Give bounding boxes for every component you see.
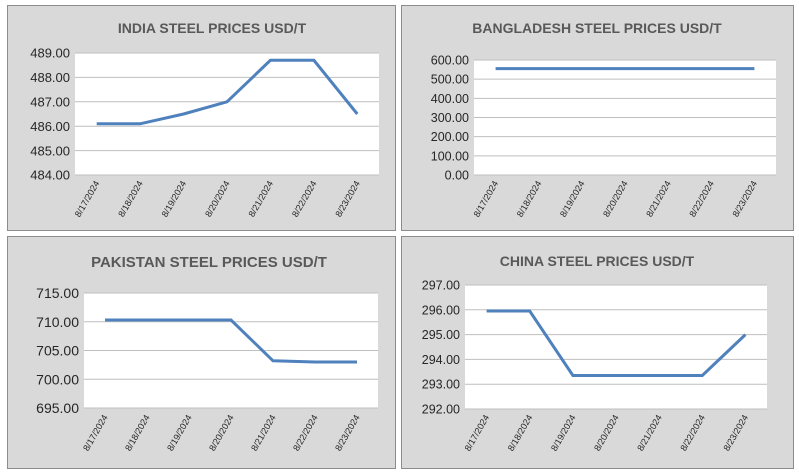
plot-area	[465, 285, 767, 409]
x-tick-label: 8/19/2024	[160, 179, 189, 219]
x-tick-label: 8/23/2024	[721, 413, 750, 453]
china-series-line	[486, 309, 747, 377]
x-tick-label: 8/23/2024	[333, 179, 362, 219]
x-tick-labels: 8/17/2024 8/18/2024 8/19/2024 8/20/2024 8/21…	[81, 413, 362, 453]
x-tick-label: 8/23/2024	[730, 179, 759, 219]
y-tick-label: 484.00	[30, 168, 70, 183]
chart-title: INDIA STEEL PRICES USD/T	[118, 20, 307, 36]
y-tick-label: 100.00	[431, 149, 469, 163]
y-tick-label: 700.00	[36, 371, 79, 387]
y-tick-label: 200.00	[431, 130, 469, 144]
x-tick-label: 8/23/2024	[333, 413, 362, 453]
y-gridlines	[474, 59, 776, 176]
y-tick-label: 400.00	[431, 92, 469, 106]
x-tick-labels: 8/17/2024 8/18/2024 8/19/2024 8/20/2024 8/21…	[463, 413, 751, 453]
x-tick-label: 8/17/2024	[73, 179, 102, 219]
x-tick-label: 8/17/2024	[81, 413, 110, 453]
y-tick-label: 705.00	[36, 343, 79, 359]
y-tick-label: 295.00	[422, 328, 460, 342]
x-tick-label: 8/19/2024	[165, 413, 194, 453]
y-tick-label: 488.00	[30, 70, 70, 85]
india-chart-panel: INDIA STEEL PRICES USD/T 489.00 488.00 487…	[7, 5, 396, 231]
x-tick-label: 8/21/2024	[249, 413, 278, 453]
y-tick-label: 297.00	[422, 279, 460, 293]
x-tick-label: 8/22/2024	[687, 179, 716, 219]
y-tick-label: 485.00	[30, 143, 70, 158]
x-tick-label: 8/22/2024	[290, 179, 319, 219]
y-tick-label: 486.00	[30, 119, 70, 134]
y-gridlines	[465, 284, 767, 410]
y-tick-labels: 600.00 500.00 400.00 300.00 200.00 100.00 0.00	[431, 54, 469, 183]
y-tick-label: 296.00	[422, 303, 460, 317]
x-tick-label: 8/18/2024	[515, 179, 544, 219]
x-tick-label: 8/20/2024	[592, 413, 621, 453]
y-tick-label: 294.00	[422, 353, 460, 367]
x-tick-label: 8/17/2024	[472, 179, 501, 219]
bangladesh-chart: BANGLADESH STEEL PRICES USD/T 600.00 500.…	[431, 20, 776, 219]
y-tick-label: 500.00	[431, 73, 469, 87]
x-tick-label: 8/18/2024	[123, 413, 152, 453]
plot-area	[75, 53, 379, 175]
x-tick-label: 8/21/2024	[644, 179, 673, 219]
x-tick-label: 8/22/2024	[291, 413, 320, 453]
bangladesh-chart-panel: BANGLADESH STEEL PRICES USD/T 600.00 500.…	[401, 5, 794, 231]
y-tick-label: 292.00	[422, 403, 460, 417]
y-tick-label: 600.00	[431, 54, 469, 68]
y-tick-labels: 715.00 710.00 705.00 700.00 695.00	[36, 285, 79, 416]
x-tick-label: 8/19/2024	[558, 179, 587, 219]
chart-title: PAKISTAN STEEL PRICES USD/T	[91, 254, 327, 271]
y-tick-label: 487.00	[30, 94, 70, 109]
chart-title: BANGLADESH STEEL PRICES USD/T	[472, 20, 722, 36]
x-tick-label: 8/21/2024	[246, 179, 275, 219]
india-series-line	[96, 58, 359, 126]
china-chart-panel: CHINA STEEL PRICES USD/T 297.00 296.00 295…	[401, 236, 794, 469]
pakistan-series-line	[105, 318, 357, 364]
x-tick-label: 8/18/2024	[506, 413, 535, 453]
y-tick-label: 293.00	[422, 378, 460, 392]
y-tick-label: 300.00	[431, 111, 469, 125]
y-tick-label: 489.00	[30, 46, 70, 61]
y-tick-label: 0.00	[445, 169, 469, 183]
x-tick-label: 8/20/2024	[203, 179, 232, 219]
pakistan-chart: PAKISTAN STEEL PRICES USD/T 715.00 710.00…	[36, 254, 378, 453]
x-tick-labels: 8/17/2024 8/18/2024 8/19/2024 8/20/2024 8/21…	[73, 179, 362, 219]
x-tick-label: 8/17/2024	[463, 413, 492, 453]
chart-title: CHINA STEEL PRICES USD/T	[500, 253, 695, 269]
china-chart: CHINA STEEL PRICES USD/T 297.00 296.00 295…	[422, 253, 767, 453]
y-gridlines	[84, 292, 378, 409]
y-tick-label: 710.00	[36, 314, 79, 330]
x-tick-label: 8/21/2024	[635, 413, 664, 453]
x-tick-label: 8/20/2024	[207, 413, 236, 453]
y-tick-labels: 297.00 296.00 295.00 294.00 293.00 292.00	[422, 279, 460, 417]
x-tick-label: 8/22/2024	[678, 413, 707, 453]
y-tick-label: 695.00	[36, 400, 79, 416]
x-tick-label: 8/18/2024	[116, 179, 145, 219]
y-tick-label: 715.00	[36, 285, 79, 301]
x-tick-labels: 8/17/2024 8/18/2024 8/19/2024 8/20/2024 8/21…	[472, 179, 760, 219]
x-tick-label: 8/20/2024	[601, 179, 630, 219]
pakistan-chart-panel: PAKISTAN STEEL PRICES USD/T 715.00 710.00…	[7, 236, 396, 469]
x-tick-label: 8/19/2024	[549, 413, 578, 453]
y-tick-labels: 489.00 488.00 487.00 486.00 485.00 484.00	[30, 46, 70, 183]
india-chart: INDIA STEEL PRICES USD/T 489.00 488.00 487…	[30, 20, 379, 219]
